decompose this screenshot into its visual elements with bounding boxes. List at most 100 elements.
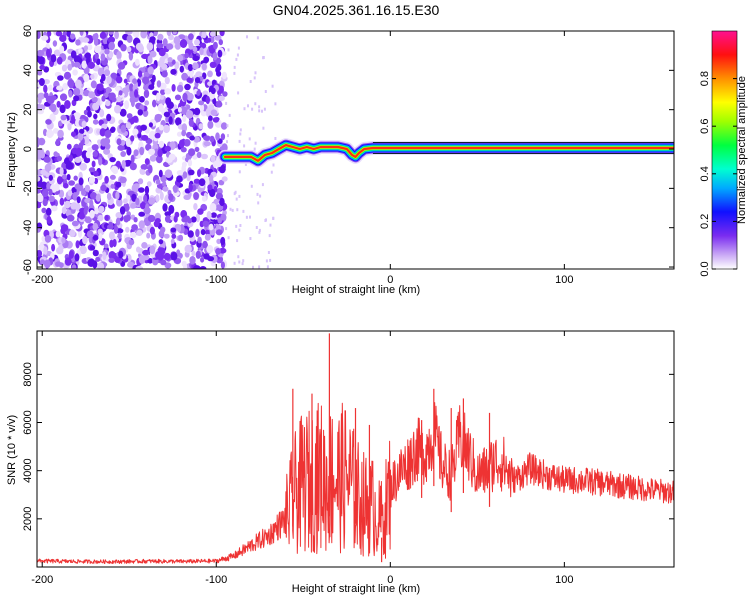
noise-blob <box>131 224 139 231</box>
noise-blob <box>181 161 187 168</box>
noise-blob <box>38 78 45 86</box>
noise-blob <box>128 51 134 61</box>
noise-blob <box>137 70 143 78</box>
noise-blob <box>73 55 81 63</box>
noise-speck <box>265 218 267 222</box>
noise-blob <box>148 130 156 140</box>
noise-blob <box>58 262 64 268</box>
noise-blob <box>162 38 168 47</box>
noise-blob <box>92 119 99 125</box>
noise-blob <box>78 212 86 220</box>
noise-speck <box>237 46 240 50</box>
noise-blob <box>129 83 134 92</box>
noise-blob <box>46 215 52 224</box>
noise-blob <box>133 183 140 189</box>
noise-speck <box>233 65 236 69</box>
noise-blob <box>86 230 94 238</box>
noise-speck <box>254 102 257 106</box>
noise-blob <box>44 259 51 269</box>
noise-blob <box>210 212 217 218</box>
noise-blob <box>187 159 193 167</box>
noise-blob <box>67 63 73 71</box>
noise-speck <box>241 262 244 266</box>
noise-blob <box>163 233 170 239</box>
noise-blob <box>116 198 123 207</box>
noise-blob <box>104 175 109 184</box>
noise-blob <box>195 213 200 223</box>
noise-speck <box>253 76 256 80</box>
noise-blob <box>159 191 164 201</box>
noise-speck <box>268 234 271 238</box>
noise-blob <box>140 164 148 170</box>
noise-blob <box>106 75 112 85</box>
noise-blob <box>81 120 87 128</box>
noise-blob <box>101 73 106 82</box>
noise-blob <box>152 99 157 108</box>
noise-blob <box>222 91 228 97</box>
noise-blob <box>170 227 177 233</box>
noise-blob <box>128 239 135 246</box>
noise-blob <box>68 154 74 162</box>
noise-blob <box>146 42 154 51</box>
noise-blob <box>209 61 217 68</box>
noise-blob <box>215 229 223 236</box>
noise-blob <box>186 77 193 83</box>
noise-blob <box>194 39 200 46</box>
noise-blob <box>182 92 188 102</box>
noise-blob <box>43 156 51 163</box>
noise-blob <box>129 231 137 238</box>
noise-blob <box>209 203 217 212</box>
noise-blob <box>81 37 90 43</box>
noise-blob <box>126 113 133 119</box>
noise-blob <box>184 52 189 59</box>
noise-blob <box>41 207 47 214</box>
noise-blob <box>183 263 188 269</box>
noise-blob <box>55 31 63 37</box>
noise-blob <box>91 160 96 168</box>
noise-blob <box>167 57 173 63</box>
noise-blob <box>148 164 153 174</box>
noise-blob <box>52 127 59 134</box>
noise-blob <box>98 156 103 166</box>
noise-blob <box>133 149 139 157</box>
noise-blob <box>130 202 137 209</box>
noise-speck <box>261 109 263 113</box>
noise-blob <box>149 36 156 42</box>
noise-blob <box>82 236 88 245</box>
noise-blob <box>119 206 126 215</box>
noise-blob <box>102 251 107 261</box>
noise-blob <box>37 176 41 182</box>
noise-blob <box>73 95 80 102</box>
noise-blob <box>179 39 188 48</box>
noise-blob <box>221 71 227 80</box>
noise-speck <box>226 140 228 144</box>
noise-blob <box>201 153 208 160</box>
noise-blob <box>142 254 150 261</box>
noise-blob <box>207 37 212 43</box>
noise-blob <box>97 67 105 77</box>
noise-blob <box>60 224 69 232</box>
noise-blob <box>115 160 121 168</box>
noise-speck <box>233 261 236 265</box>
noise-blob <box>95 193 101 202</box>
noise-blob <box>78 177 84 186</box>
noise-blob <box>132 31 138 37</box>
noise-speck <box>227 236 230 240</box>
noise-speck <box>258 265 261 269</box>
noise-blob <box>70 33 76 40</box>
noise-blob <box>37 226 41 233</box>
noise-blob <box>89 209 95 219</box>
noise-blob <box>205 229 211 235</box>
noise-blob <box>151 74 156 83</box>
noise-blob <box>101 95 106 102</box>
noise-blob <box>100 184 107 192</box>
noise-blob <box>105 86 111 94</box>
noise-blob <box>106 192 112 201</box>
noise-blob <box>134 89 139 98</box>
noise-blob <box>48 174 53 181</box>
noise-blob <box>59 34 67 43</box>
noise-blob <box>176 84 184 93</box>
noise-blob <box>94 207 99 215</box>
noise-blob <box>56 56 63 65</box>
noise-blob <box>51 243 56 252</box>
